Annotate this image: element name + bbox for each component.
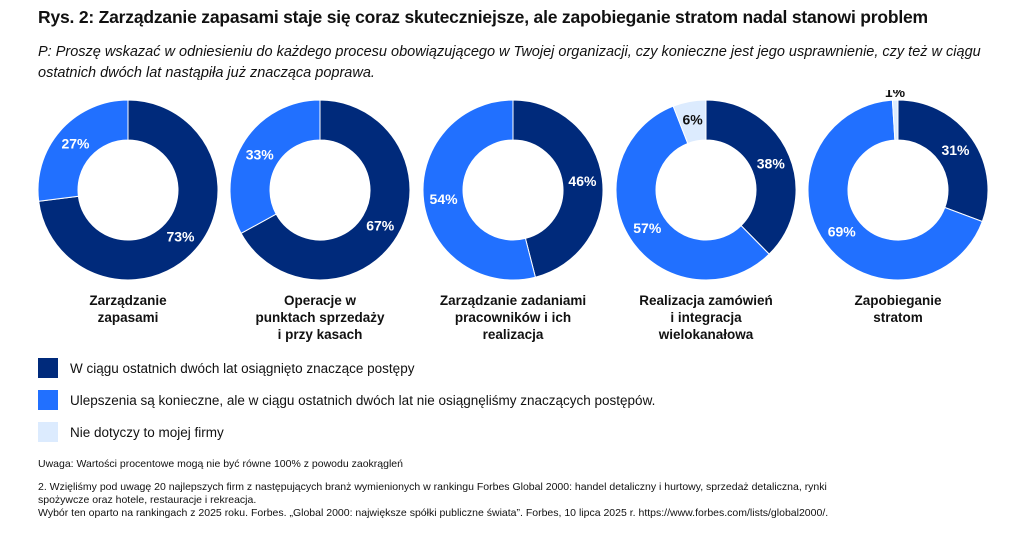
category-label-line: Zarządzanie zadaniami [439, 293, 587, 308]
data-label: 1% [885, 90, 906, 100]
donut-slice [897, 99, 989, 223]
legend-label: Ulepszenia są konieczne, ale w ciągu ost… [70, 392, 656, 408]
category-label-line: zapasami [97, 310, 159, 325]
category-label: Zarządzanie zadaniami pracowników i ich re… [423, 292, 603, 343]
category-label-line: Realizacja zamówień [639, 293, 773, 308]
data-label: 73% [166, 228, 195, 244]
category-label-line: punktach sprzedaży [255, 310, 385, 325]
legend-swatch [38, 358, 58, 378]
category-label-line: stratom [873, 310, 923, 325]
category-label: Operacje w punktach sprzedaży i przy kasac… [230, 292, 410, 343]
donut-slice [807, 99, 983, 281]
data-label: 31% [941, 142, 970, 158]
donut-slice [891, 99, 899, 141]
legend-label: W ciągu ostatnich dwóch lat osiągnięto z… [70, 360, 415, 376]
donut-slice [38, 99, 219, 281]
data-label: 27% [61, 136, 90, 152]
data-label: 38% [757, 155, 786, 171]
legend-label: Nie dotyczy to mojej firmy [70, 424, 224, 440]
legend-swatch [38, 390, 58, 410]
figure-title: Rys. 2: Zarządzanie zapasami staje się c… [38, 7, 928, 27]
legend-swatch [38, 422, 58, 442]
footnote-2-line1: 2. Wzięliśmy pod uwagę 20 najlepszych fi… [38, 481, 827, 493]
donut-slice [422, 99, 536, 281]
legend-item-needs-improvement: Ulepszenia są konieczne, ale w ciągu ost… [38, 390, 655, 410]
note-rounding: Uwaga: Wartości procentowe mogą nie być … [38, 458, 403, 470]
footnote-2-line2: spożywcze oraz hotele, restauracje i rek… [38, 494, 257, 506]
category-label-line: Operacje w [283, 293, 357, 308]
data-label: 54% [430, 191, 459, 207]
footnote-2-line3: Wybór ten oparto na rankingach z 2025 ro… [38, 507, 829, 519]
category-label-line: i przy kasach [277, 327, 363, 342]
data-label: 67% [366, 218, 395, 234]
data-label: 57% [633, 220, 662, 236]
donut-charts: 73% 27% 67% 33% 46% 54% 38% 57% 6% 31% 69% 1% [37, 90, 989, 281]
category-label-line: Zarządzanie [89, 293, 167, 308]
donut-slice [672, 99, 707, 145]
category-label: Realizacja zamówień i integracja wielokana… [616, 292, 796, 343]
donut-slice [512, 99, 604, 278]
category-label-line: pracowników i ich [454, 310, 572, 325]
data-label: 6% [683, 111, 704, 127]
donut-slice [229, 99, 321, 235]
data-label: 33% [246, 146, 275, 162]
category-label-line: i integracja [670, 310, 742, 325]
survey-question: P: Proszę wskazać w odniesieniu do każde… [38, 44, 981, 81]
legend-item-not-applicable: Nie dotyczy to mojej firmy [38, 422, 224, 442]
category-label: Zarządzanie zapasami [38, 292, 218, 326]
data-label: 46% [568, 173, 597, 189]
category-label-line: Zapobieganie [854, 293, 942, 308]
category-label-line: wielokanałowa [658, 327, 754, 342]
donut-slice [705, 99, 797, 255]
category-label-line: realizacja [482, 327, 544, 342]
data-label: 69% [828, 224, 857, 240]
donut-slice [615, 105, 770, 281]
donut-slice [37, 99, 129, 202]
category-label: Zapobieganie stratom [808, 292, 988, 326]
legend-item-progress: W ciągu ostatnich dwóch lat osiągnięto z… [38, 358, 414, 378]
donut-slice [240, 99, 411, 281]
